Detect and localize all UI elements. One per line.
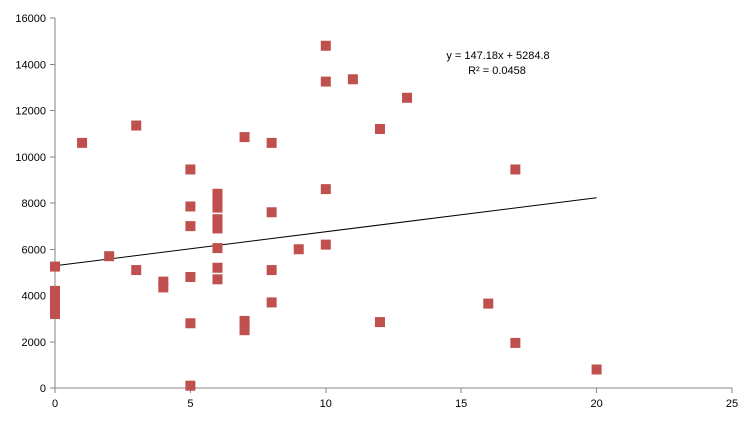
y-tick-label: 8000 [22,198,46,210]
data-point [50,261,60,272]
x-tick-label: 0 [52,398,58,410]
y-tick-label: 12000 [15,106,46,118]
data-point [510,164,521,175]
data-point [591,364,602,375]
data-points [50,40,602,391]
trendline-r-squared: R² = 0.0458 [468,65,526,77]
x-tick-label: 10 [320,398,332,410]
trendline [54,197,597,267]
x-tick-label: 25 [726,398,738,410]
axes: 0 2000 4000 6000 8000 10000 12000 14000 16000 0 5 1… [15,13,738,410]
y-tick-label: 10000 [15,152,46,164]
data-point [185,318,196,329]
y-tick-label: 16000 [15,13,46,25]
data-point [347,74,358,85]
data-point [131,265,142,276]
data-point [266,297,277,308]
data-point [320,239,331,250]
data-point [402,92,413,103]
data-point [320,184,331,195]
data-point [185,272,196,282]
x-tick-label: 15 [455,398,467,410]
data-point [185,380,196,391]
data-point [185,164,196,175]
x-tick-label: 5 [187,398,193,410]
data-point [374,317,385,328]
data-point [104,251,115,262]
data-point [510,337,521,348]
data-point [77,137,88,148]
data-point [131,120,142,131]
data-point [483,298,494,309]
data-point [158,282,169,293]
data-point [212,202,223,213]
data-point [158,276,169,287]
data-point [50,309,60,319]
data-point [266,207,277,218]
data-point [266,265,277,276]
data-point [374,124,385,134]
data-point [239,132,250,143]
data-point [266,137,277,148]
y-tick-label: 0 [40,383,46,395]
y-tick-label: 4000 [22,291,46,303]
x-tick-label: 20 [590,398,602,410]
y-tick-label: 2000 [22,337,46,349]
data-point [293,244,304,255]
data-point [185,221,196,232]
trendline-equation: y = 147.18x + 5284.8 [446,50,549,62]
data-point [320,40,331,51]
data-point [239,325,250,336]
data-point [212,223,223,234]
data-point [185,201,196,212]
data-point [212,274,223,285]
data-point [320,76,331,87]
data-point [212,243,223,254]
y-tick-label: 6000 [22,244,46,256]
data-point [212,262,223,273]
trendline-group [54,197,597,267]
y-tick-label: 14000 [15,59,46,71]
trendline-labels: y = 147.18x + 5284.8 R² = 0.0458 [446,50,549,77]
